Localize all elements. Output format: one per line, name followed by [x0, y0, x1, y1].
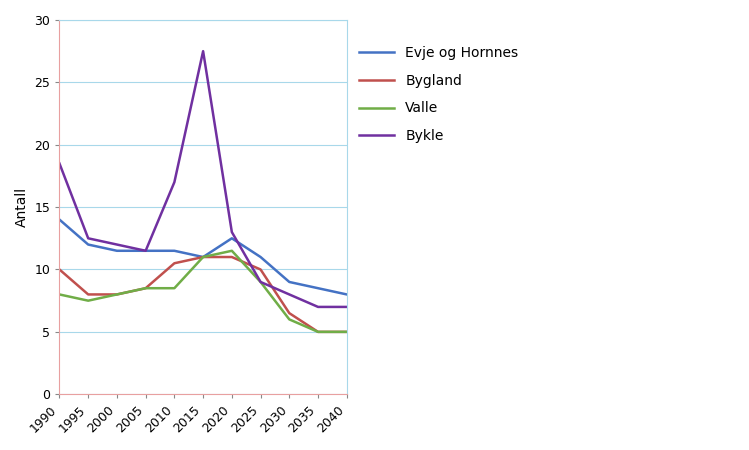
Valle — [198, 254, 207, 260]
Line: Bykle: Bykle — [59, 51, 347, 307]
Valle — [84, 298, 93, 303]
Evje og Hornnes — [285, 279, 294, 285]
Bygland — [112, 292, 121, 297]
Bykle — [55, 161, 64, 166]
Bykle — [228, 230, 237, 235]
Evje og Hornnes — [342, 292, 351, 297]
Bygland — [55, 267, 64, 272]
Evje og Hornnes — [55, 217, 64, 222]
Bykle — [170, 180, 179, 185]
Evje og Hornnes — [198, 254, 207, 260]
Evje og Hornnes — [314, 285, 323, 291]
Bygland — [256, 267, 265, 272]
Valle — [55, 292, 64, 297]
Valle — [256, 279, 265, 285]
Evje og Hornnes — [112, 248, 121, 253]
Bygland — [84, 292, 93, 297]
Bykle — [112, 242, 121, 247]
Bykle — [84, 236, 93, 241]
Valle — [285, 317, 294, 322]
Bygland — [314, 329, 323, 334]
Evje og Hornnes — [228, 236, 237, 241]
Evje og Hornnes — [170, 248, 179, 253]
Bygland — [141, 285, 150, 291]
Legend: Evje og Hornnes, Bygland, Valle, Bykle: Evje og Hornnes, Bygland, Valle, Bykle — [360, 45, 518, 143]
Bykle — [198, 49, 207, 54]
Valle — [141, 285, 150, 291]
Bygland — [228, 254, 237, 260]
Y-axis label: Antall: Antall — [15, 187, 29, 227]
Bygland — [198, 254, 207, 260]
Line: Evje og Hornnes: Evje og Hornnes — [59, 220, 347, 294]
Valle — [314, 329, 323, 334]
Valle — [170, 285, 179, 291]
Valle — [112, 292, 121, 297]
Bygland — [342, 329, 351, 334]
Bykle — [256, 279, 265, 285]
Valle — [342, 329, 351, 334]
Evje og Hornnes — [84, 242, 93, 247]
Evje og Hornnes — [141, 248, 150, 253]
Bygland — [170, 261, 179, 266]
Bykle — [141, 248, 150, 253]
Bykle — [285, 292, 294, 297]
Evje og Hornnes — [256, 254, 265, 260]
Bykle — [314, 304, 323, 310]
Line: Bygland: Bygland — [59, 257, 347, 332]
Bygland — [285, 310, 294, 316]
Bykle — [342, 304, 351, 310]
Valle — [228, 248, 237, 253]
Line: Valle: Valle — [59, 251, 347, 332]
